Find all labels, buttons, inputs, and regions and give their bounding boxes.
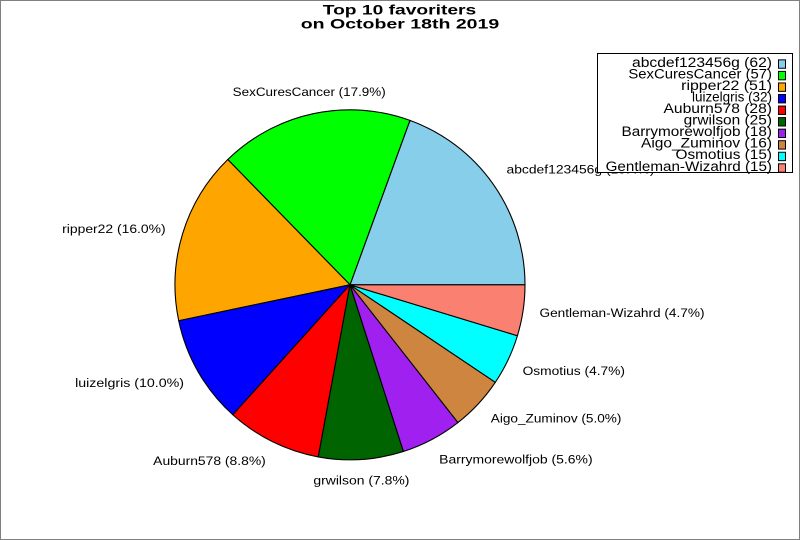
svg-text:grwilson (25): grwilson (25): [684, 113, 772, 128]
svg-text:ripper22 (16.0%): ripper22 (16.0%): [62, 222, 165, 236]
svg-text:Aigo_Zuminov (5.0%): Aigo_Zuminov (5.0%): [491, 411, 622, 425]
svg-text:on October 18th 2019: on October 18th 2019: [301, 16, 500, 31]
svg-text:ripper22 (51): ripper22 (51): [681, 78, 772, 93]
svg-text:luizelgris (10.0%): luizelgris (10.0%): [75, 376, 184, 390]
svg-text:grwilson (7.8%): grwilson (7.8%): [313, 473, 409, 487]
svg-text:Aigo_Zuminov (16): Aigo_Zuminov (16): [641, 136, 772, 151]
svg-text:luizelgris (32): luizelgris (32): [692, 89, 772, 104]
svg-text:Gentleman-Wizahrd (4.7%): Gentleman-Wizahrd (4.7%): [540, 306, 705, 320]
svg-text:Osmotius (4.7%): Osmotius (4.7%): [523, 364, 625, 378]
svg-text:SexCuresCancer (17.9%): SexCuresCancer (17.9%): [233, 85, 386, 99]
svg-text:Auburn578 (28): Auburn578 (28): [664, 101, 773, 116]
svg-text:Barrymorewolfjob (18): Barrymorewolfjob (18): [622, 124, 773, 139]
svg-text:SexCuresCancer (57): SexCuresCancer (57): [628, 66, 772, 81]
svg-text:Gentleman-Wizahrd (15): Gentleman-Wizahrd (15): [606, 159, 772, 174]
svg-text:abcdef123456g (62): abcdef123456g (62): [632, 55, 772, 70]
svg-text:Osmotius (15): Osmotius (15): [676, 147, 773, 162]
svg-text:Auburn578 (8.8%): Auburn578 (8.8%): [153, 454, 266, 468]
svg-text:Top 10 favoriters: Top 10 favoriters: [323, 2, 477, 17]
svg-text:Barrymorewolfjob (5.6%): Barrymorewolfjob (5.6%): [439, 452, 592, 466]
